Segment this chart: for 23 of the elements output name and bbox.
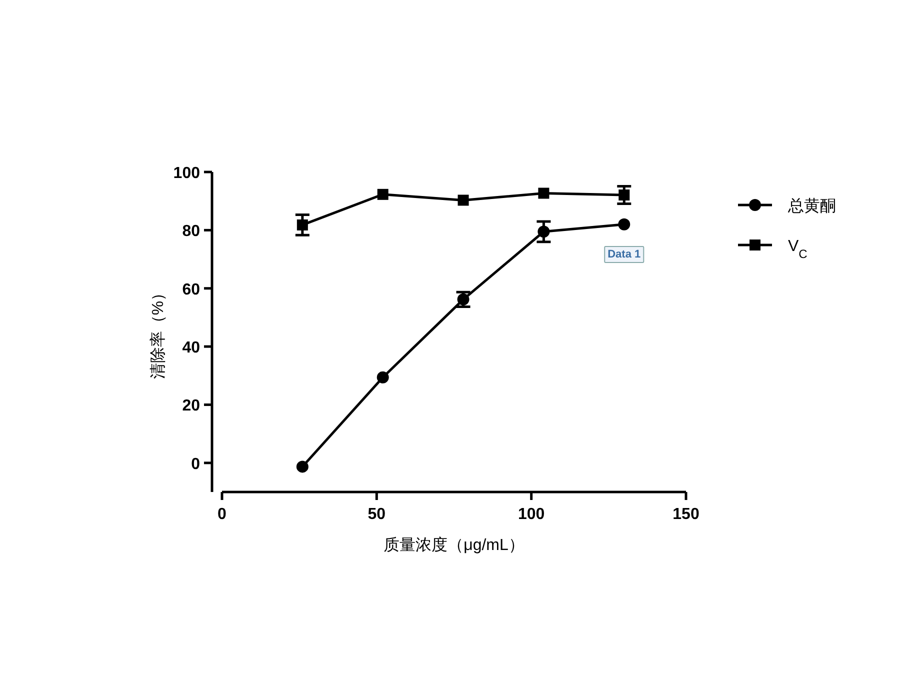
point — [538, 226, 550, 238]
point — [376, 371, 389, 384]
point — [458, 194, 469, 206]
x-tick-label: 150 — [672, 506, 700, 523]
y-tick-label: 0 — [191, 456, 200, 473]
point — [377, 188, 388, 200]
point — [296, 460, 308, 473]
legend-label: V$_{C}$ — [788, 238, 808, 261]
point — [618, 218, 630, 230]
x-tick-label: 50 — [368, 506, 386, 523]
y-axis-title: 清除率（%） — [149, 284, 167, 380]
legend-label: 总黄酮 — [787, 197, 836, 215]
y-tick-label: 100 — [173, 165, 200, 182]
point — [296, 219, 308, 230]
x-tick-label: 0 — [218, 506, 227, 523]
y-tick-label: 60 — [182, 281, 200, 298]
x-tick-label: 100 — [518, 506, 545, 523]
annotation: Data 1 — [608, 248, 641, 260]
y-tick-label: 80 — [182, 223, 200, 240]
point — [538, 188, 550, 199]
x-axis-title: 质量浓度（μg/mL） — [384, 536, 524, 554]
y-tick-label: 40 — [182, 340, 200, 357]
y-tick-label: 20 — [182, 398, 200, 415]
